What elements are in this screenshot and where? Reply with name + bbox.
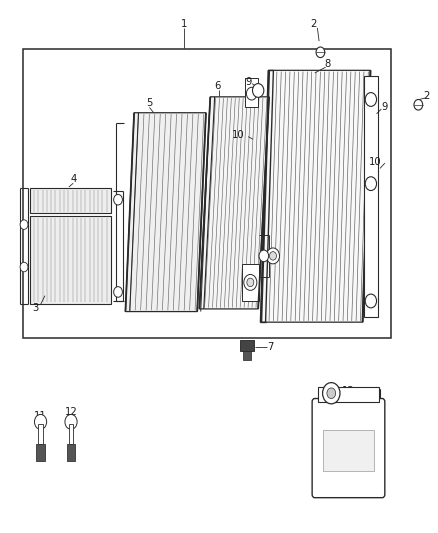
Text: 11: 11 xyxy=(34,411,47,421)
Circle shape xyxy=(253,84,264,98)
Circle shape xyxy=(35,415,47,429)
Circle shape xyxy=(244,274,257,290)
Circle shape xyxy=(266,248,279,264)
Circle shape xyxy=(247,278,254,287)
FancyBboxPatch shape xyxy=(312,399,385,498)
Circle shape xyxy=(322,383,340,404)
Text: 3: 3 xyxy=(32,303,39,313)
Circle shape xyxy=(316,47,325,58)
Bar xyxy=(69,424,73,444)
Circle shape xyxy=(414,100,423,110)
Polygon shape xyxy=(199,97,269,309)
Text: 10: 10 xyxy=(369,157,382,166)
Bar xyxy=(240,340,254,351)
Text: 8: 8 xyxy=(325,59,331,69)
Circle shape xyxy=(365,93,377,107)
Text: 9: 9 xyxy=(381,102,388,112)
Circle shape xyxy=(259,250,268,262)
Bar xyxy=(39,424,43,444)
Circle shape xyxy=(114,287,122,297)
Bar xyxy=(67,444,75,461)
Text: 1: 1 xyxy=(181,19,187,29)
Bar xyxy=(318,387,379,402)
Bar xyxy=(30,188,111,214)
Text: 6: 6 xyxy=(215,81,221,91)
Bar xyxy=(322,430,374,471)
Bar xyxy=(244,351,251,360)
Text: 12: 12 xyxy=(65,407,78,417)
Bar xyxy=(30,216,111,304)
Bar xyxy=(245,78,258,108)
Polygon shape xyxy=(125,113,206,312)
Circle shape xyxy=(247,87,257,100)
Circle shape xyxy=(114,195,122,205)
Circle shape xyxy=(365,294,377,308)
Text: 9: 9 xyxy=(245,77,252,87)
Bar xyxy=(23,49,391,338)
Polygon shape xyxy=(260,70,371,322)
Text: 2: 2 xyxy=(311,19,317,29)
Text: 4: 4 xyxy=(70,174,76,184)
Circle shape xyxy=(65,415,77,429)
Bar xyxy=(242,264,259,301)
Circle shape xyxy=(327,388,336,399)
Bar xyxy=(364,76,378,317)
Circle shape xyxy=(269,252,276,260)
Text: 13: 13 xyxy=(342,386,355,396)
Text: 2: 2 xyxy=(424,91,430,101)
Circle shape xyxy=(365,177,377,190)
Text: 7: 7 xyxy=(267,342,273,352)
Text: 10: 10 xyxy=(232,130,245,140)
Circle shape xyxy=(20,262,28,272)
Circle shape xyxy=(20,220,28,229)
Text: 5: 5 xyxy=(146,98,152,108)
Bar xyxy=(36,444,45,461)
